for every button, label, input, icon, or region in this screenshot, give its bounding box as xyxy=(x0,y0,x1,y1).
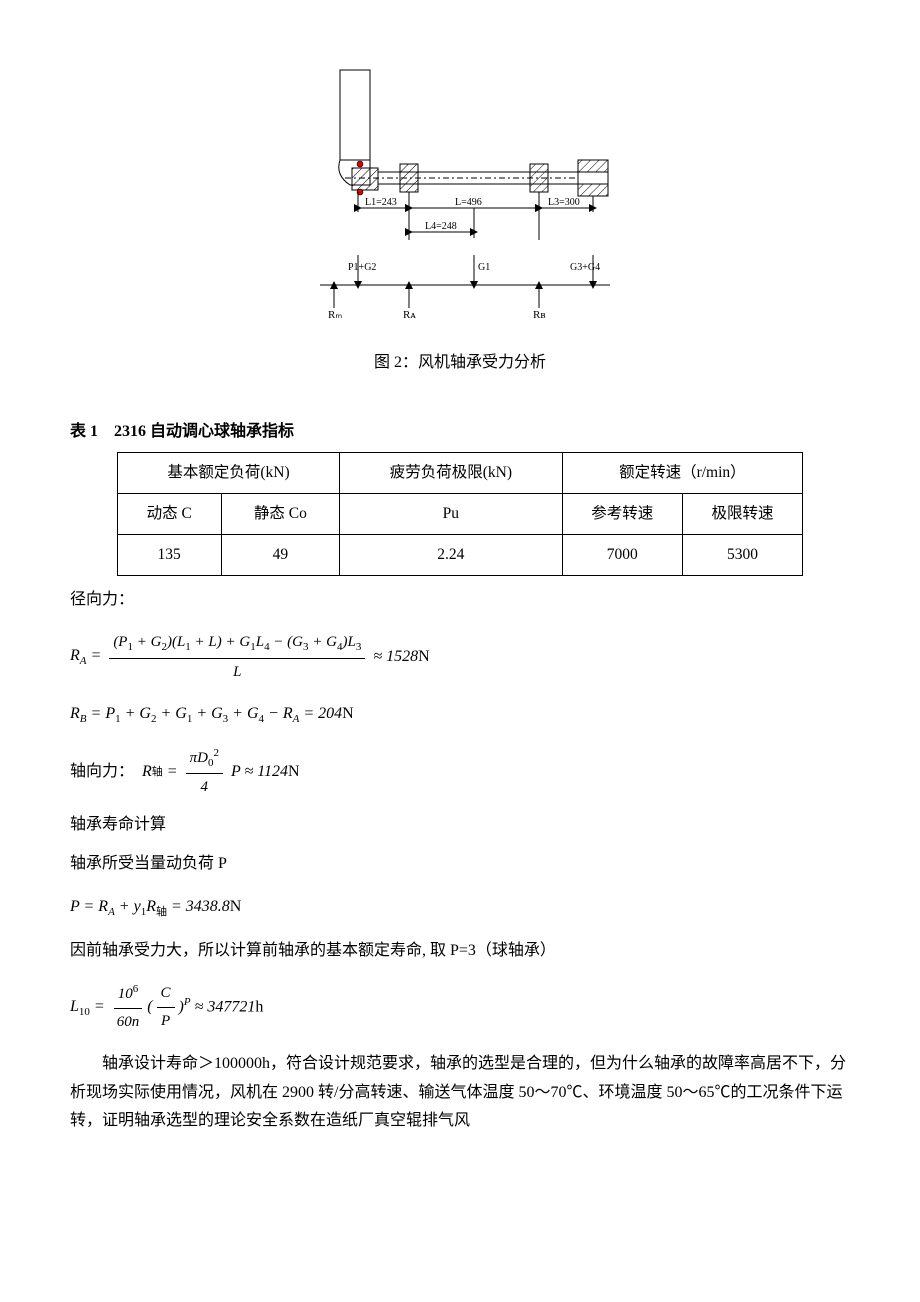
formula-P: P = RA + y1R轴 = 3438.8N xyxy=(70,893,850,923)
formula-L10: L10 = 106 60n ( C P )P ≈ 347721h xyxy=(70,980,850,1036)
force-diagram: L1=243 L=496 L3=300 L4=248 P1+G2 G1 G3+G… xyxy=(70,60,850,331)
front-bearing-note: 因前轴承受力大，所以计算前轴承的基本额定寿命, 取 P=3（球轴承） xyxy=(70,937,850,966)
td-dyn-c: 135 xyxy=(117,535,221,576)
th-basic-load: 基本额定负荷(kN) xyxy=(117,453,339,494)
th-static-co: 静态 Co xyxy=(221,494,340,535)
life-calc-label: 轴承寿命计算 xyxy=(70,811,850,840)
equiv-load-label: 轴承所受当量动负荷 P xyxy=(70,850,850,879)
td-limit-speed: 5300 xyxy=(682,535,802,576)
reaction-RB: Rʙ xyxy=(533,309,546,320)
th-ref-speed: 参考转速 xyxy=(562,494,682,535)
formula-RA: RA = (P1 + G2)(L1 + L) + G1L4 − (G3 + G4… xyxy=(70,629,850,686)
bearing-spec-table: 基本额定负荷(kN) 疲劳负荷极限(kN) 额定转速（r/min） 动态 C 静… xyxy=(117,452,803,576)
force-G3G4: G3+G4 xyxy=(570,262,600,273)
reaction-Rm: Rₘ xyxy=(328,309,342,320)
td-static-co: 49 xyxy=(221,535,340,576)
conclusion-paragraph: 轴承设计寿命＞100000h，符合设计规范要求，轴承的选型是合理的，但为什么轴承… xyxy=(70,1050,850,1136)
figure-caption: 图 2：风机轴承受力分析 xyxy=(70,349,850,378)
radial-force-label: 径向力： xyxy=(70,586,850,615)
dim-L3: L3=300 xyxy=(548,197,580,208)
axial-force-label: 轴向力： xyxy=(70,758,134,787)
td-pu: 2.24 xyxy=(340,535,562,576)
th-pu: Pu xyxy=(340,494,562,535)
shaft-force-svg: L1=243 L=496 L3=300 L4=248 P1+G2 G1 G3+G… xyxy=(300,60,620,320)
dim-L: L=496 xyxy=(455,197,482,208)
table-title: 表 1 2316 自动调心球轴承指标 xyxy=(70,418,850,447)
force-G1: G1 xyxy=(478,262,490,273)
reaction-RA: Rᴀ xyxy=(403,309,416,320)
axial-force-row: 轴向力： R轴 = πD02 4 P ≈ 1124N xyxy=(70,744,850,802)
th-fatigue: 疲劳负荷极限(kN) xyxy=(340,453,562,494)
dim-L4: L4=248 xyxy=(425,221,457,232)
th-dyn-c: 动态 C xyxy=(117,494,221,535)
force-P1G2: P1+G2 xyxy=(348,262,376,273)
formula-RB: RB = P1 + G2 + G1 + G3 + G4 − RA = 204N xyxy=(70,700,850,730)
th-limit-speed: 极限转速 xyxy=(682,494,802,535)
td-ref-speed: 7000 xyxy=(562,535,682,576)
dim-L1: L1=243 xyxy=(365,197,397,208)
th-rated-speed: 额定转速（r/min） xyxy=(562,453,803,494)
